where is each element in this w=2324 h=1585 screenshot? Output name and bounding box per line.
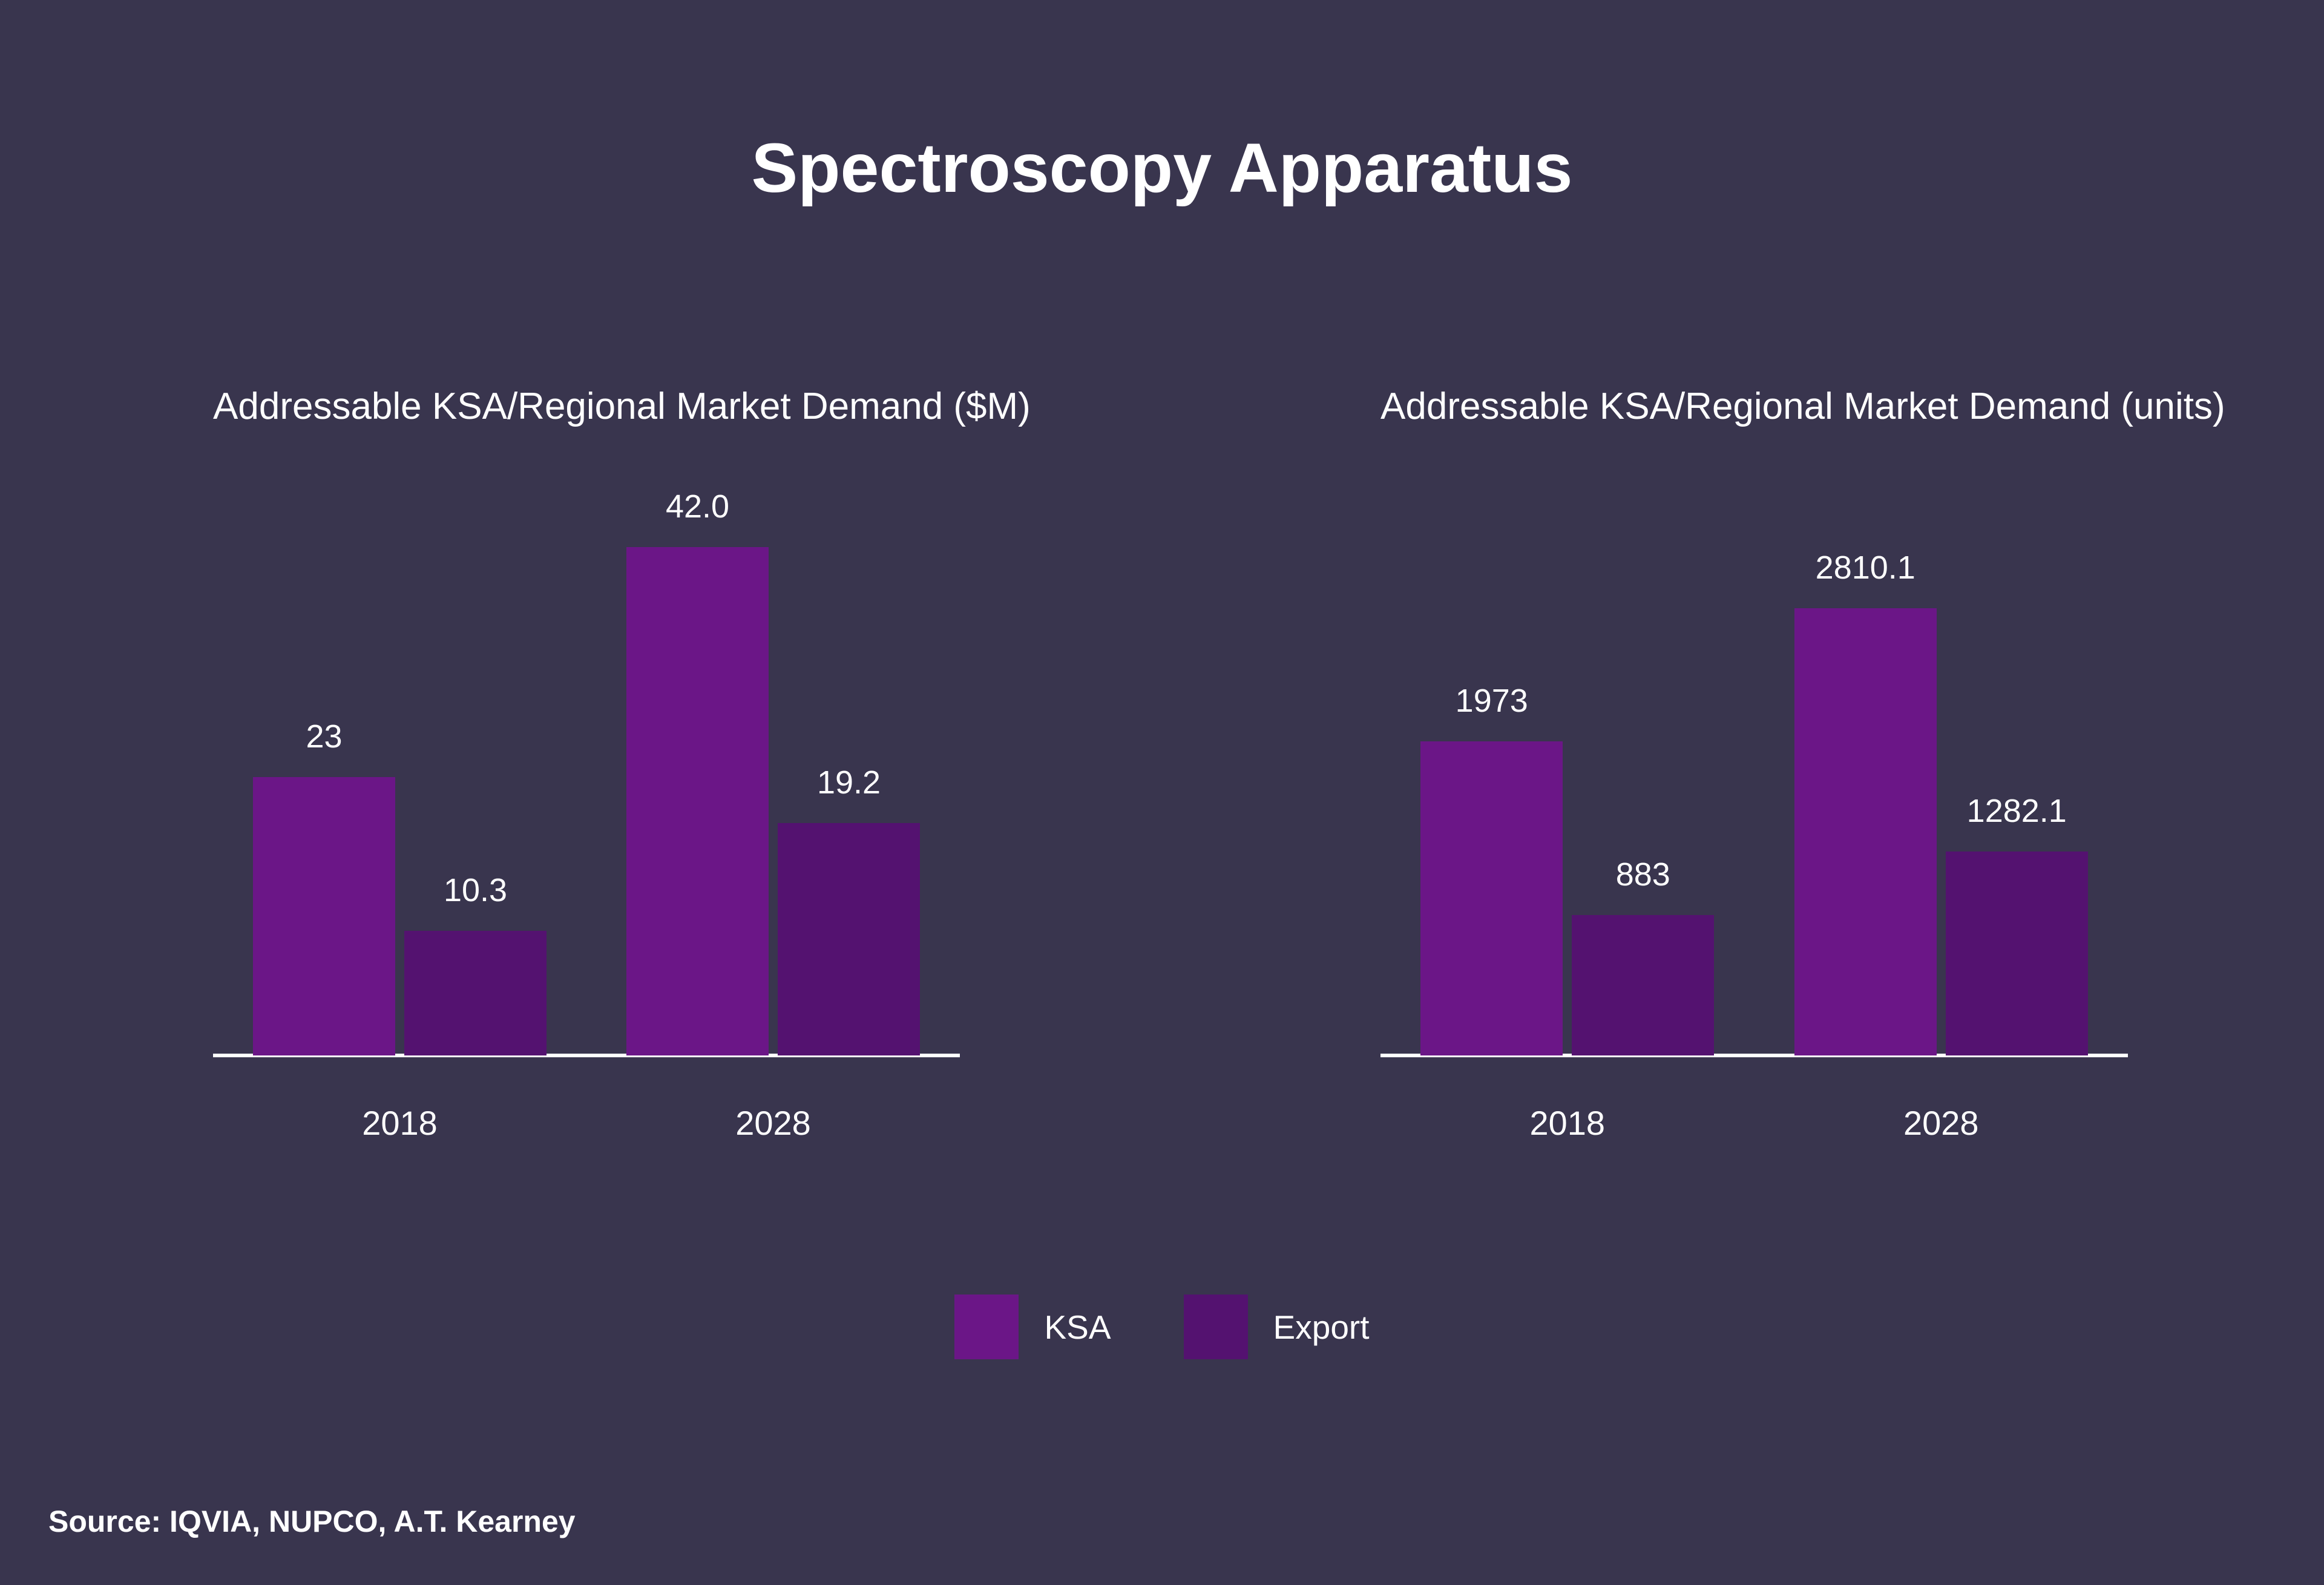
legend-swatch-export xyxy=(1183,1295,1248,1359)
chart-title: Addressable KSA/Regional Market Demand (… xyxy=(213,386,1031,427)
chart-market-demand-dollars: Addressable KSA/Regional Market Demand (… xyxy=(213,363,1031,1174)
x-axis-category-label: 2018 xyxy=(362,1104,438,1142)
x-axis-category-label: 2028 xyxy=(735,1104,811,1142)
chart-legend: KSA Export xyxy=(0,1295,2324,1359)
bar-value-label-ksa-2018: 1973 xyxy=(1455,683,1528,719)
bar-value-label-ksa-2028: 42.0 xyxy=(665,488,730,525)
bar-export-2018 xyxy=(404,931,547,1055)
bar-ksa-2028 xyxy=(626,547,769,1055)
legend-label-export: Export xyxy=(1273,1308,1370,1346)
bar-export-2018 xyxy=(1572,915,1715,1055)
bar-value-label-export-2018: 10.3 xyxy=(443,872,508,908)
bar-ksa-2018 xyxy=(1420,741,1563,1055)
bar-export-2028 xyxy=(1945,852,2088,1055)
legend-item-export: Export xyxy=(1183,1295,1370,1359)
page-title: Spectroscopy Apparatus xyxy=(751,130,1573,207)
bar-value-label-ksa-2018: 23 xyxy=(306,718,343,755)
legend-item-ksa: KSA xyxy=(954,1295,1111,1359)
bar-value-label-export-2018: 883 xyxy=(1615,856,1670,893)
bar-ksa-2018 xyxy=(253,777,395,1055)
source-note: Source: IQVIA, NUPCO, A.T. Kearney xyxy=(48,1505,576,1538)
bar-value-label-ksa-2028: 2810.1 xyxy=(1815,550,1915,586)
bar-export-2028 xyxy=(778,823,920,1055)
x-axis-line xyxy=(213,1054,960,1057)
legend-label-ksa: KSA xyxy=(1044,1308,1111,1346)
chart-market-demand-units: Addressable KSA/Regional Market Demand (… xyxy=(1380,363,2225,1174)
legend-swatch-ksa xyxy=(954,1295,1019,1359)
chart-title: Addressable KSA/Regional Market Demand (… xyxy=(1380,386,2225,427)
bar-ksa-2028 xyxy=(1794,608,1937,1055)
x-axis-category-label: 2028 xyxy=(1903,1104,1979,1142)
x-axis-category-label: 2018 xyxy=(1529,1104,1606,1142)
x-axis-line xyxy=(1380,1054,2128,1057)
bar-value-label-export-2028: 1282.1 xyxy=(1966,793,2067,829)
bar-value-label-export-2028: 19.2 xyxy=(816,764,881,801)
